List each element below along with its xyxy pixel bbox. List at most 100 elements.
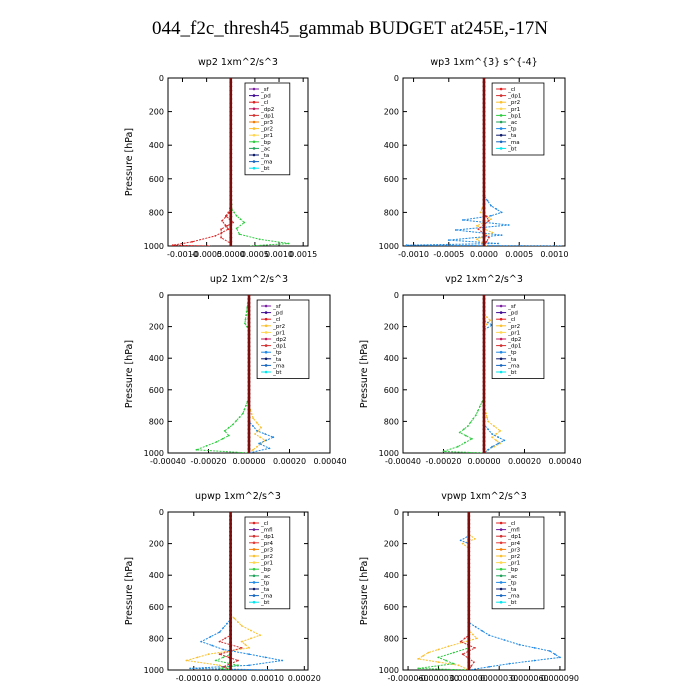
series-marker-pr2 [476, 637, 478, 640]
series-marker-thick [482, 177, 486, 181]
legend-label: _ma [507, 140, 519, 146]
legend-label: _tp [260, 580, 270, 586]
y-tick-label: 400 [384, 354, 399, 363]
series-marker-pr2 [486, 416, 488, 419]
panel-5: upwp 1xm^2/s^3 Pressure [hPa] 0 200 400 600 80… [124, 491, 321, 683]
x-tick-label: -0.0010 [398, 250, 429, 259]
series-marker-thick [482, 301, 486, 305]
y-tick-label: 400 [384, 571, 399, 580]
series-marker-thick [482, 408, 486, 411]
series-marker-thick [229, 518, 233, 522]
legend-marker [264, 317, 268, 321]
legend-label: _dp1 [260, 534, 274, 540]
legend-label: _pr2 [260, 127, 273, 133]
series-marker-thick [229, 581, 233, 585]
series-marker-bp [245, 314, 248, 317]
series-marker-bp [227, 426, 230, 429]
series-line-bp [196, 295, 250, 453]
series-marker-pr2 [248, 647, 251, 649]
series-marker-thick [482, 198, 486, 202]
series-marker-thick [467, 605, 471, 609]
series-marker-cl [227, 228, 230, 231]
series-marker-thick [247, 380, 251, 384]
series-marker-tp [500, 234, 503, 237]
x-tick-label: 0.0005 [505, 250, 533, 259]
series-marker-thick [229, 139, 233, 143]
series-marker-thick [482, 190, 486, 193]
series-marker-thick [229, 148, 233, 151]
legend-label: _sf [507, 304, 517, 310]
series-marker-thick [229, 80, 233, 84]
series-marker-tp [497, 242, 499, 245]
series-marker-pr2 [427, 651, 430, 654]
series-marker-thick [229, 215, 233, 219]
legend-marker [252, 541, 256, 545]
series-marker-dp1 [485, 215, 488, 218]
y-tick-label: 600 [149, 175, 164, 184]
panel-title: vp2 1xm^2/s^3 [445, 274, 523, 285]
series-marker-dp1 [222, 665, 225, 668]
series-marker-thick [482, 202, 486, 206]
series-marker-thick [482, 97, 486, 101]
series-marker-thick [467, 656, 471, 660]
series-marker-thick [467, 601, 471, 605]
series-marker-thick [482, 135, 486, 139]
series-marker-thick [482, 376, 486, 380]
series-marker-tp [256, 430, 258, 432]
x-tick-label: -0.0005 [433, 250, 464, 259]
series-marker-dp1 [459, 640, 462, 643]
series-marker-thick [482, 143, 486, 147]
series-marker-dp1 [220, 236, 223, 239]
series-marker-bp [442, 450, 445, 453]
series-marker-bp [231, 423, 234, 426]
series-marker-pr2 [489, 319, 491, 322]
legend-marker [264, 331, 268, 334]
series-group [171, 78, 290, 246]
series-marker-thick [482, 295, 486, 297]
legend-label: _dp2 [272, 337, 286, 343]
series-marker-thick [482, 384, 486, 388]
series-marker-thick [229, 648, 233, 652]
series-marker-thick [247, 443, 251, 447]
legend-label: _cl [260, 521, 269, 527]
series-marker-pr2 [250, 629, 252, 632]
legend-marker [499, 147, 503, 150]
legend-label: _pr1 [272, 330, 285, 336]
series-marker-thick [482, 118, 486, 122]
series-marker-thick [229, 211, 233, 214]
series-marker-thick [482, 223, 486, 227]
y-tick-label: 200 [384, 108, 399, 117]
x-tick-label: 0.00020 [508, 457, 541, 466]
series-marker-bp [238, 233, 241, 236]
legend-label: _tp [507, 580, 517, 586]
legend-marker [252, 521, 256, 525]
legend-marker [499, 534, 503, 538]
series-marker-pr2 [486, 323, 488, 326]
series-marker-thick [229, 173, 233, 177]
legend-label: _pr3 [507, 547, 521, 553]
series-marker-tp [487, 428, 489, 431]
series-marker-thick [229, 160, 233, 164]
series-marker-thick [229, 522, 233, 526]
series-marker-thick [247, 348, 251, 352]
series-marker-pr2 [252, 448, 255, 451]
series-marker-thick [229, 240, 233, 244]
x-tick-label: -0.00020 [191, 457, 227, 466]
series-marker-thick [482, 360, 486, 364]
series-marker-thick [247, 372, 251, 376]
legend-label: _pr3 [260, 547, 274, 553]
series-marker-tp [248, 653, 251, 656]
series-marker-thick [482, 345, 486, 348]
panel-1: wp2 1xm^2/s^3 Pressure [hPa] 0 200 400 600 800… [124, 57, 317, 259]
series-marker-dp1 [224, 637, 227, 640]
x-tick-label: 0.000060 [510, 674, 548, 683]
series-marker-thick [467, 565, 471, 569]
legend-label: _pd [272, 311, 283, 317]
legend-marker [499, 600, 503, 604]
series-marker-thick [482, 356, 486, 360]
series-marker-thick [482, 80, 486, 84]
series-marker-thick [467, 546, 471, 549]
series-marker-thick [467, 562, 471, 565]
series-marker-thick [229, 617, 233, 620]
